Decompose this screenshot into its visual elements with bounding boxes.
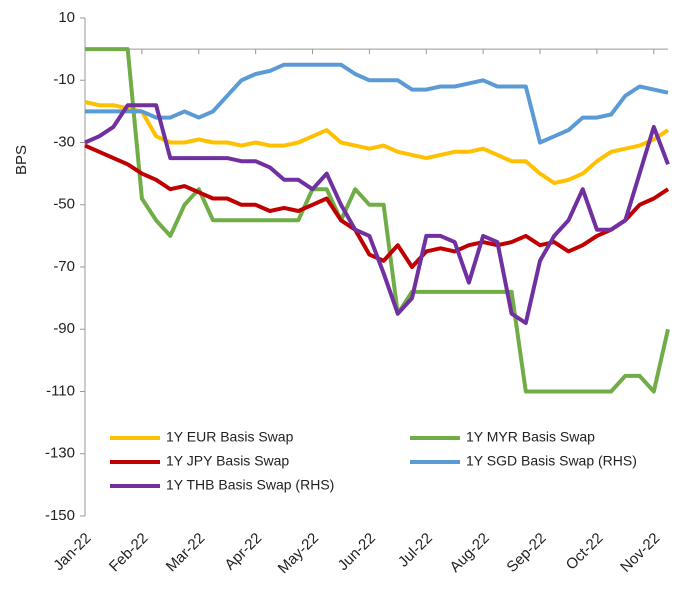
legend-label: 1Y MYR Basis Swap	[466, 429, 595, 445]
legend-label: 1Y SGD Basis Swap (RHS)	[466, 453, 637, 469]
y-tick-label: -110	[46, 382, 75, 399]
x-tick-label: Jan-22	[50, 530, 94, 574]
x-tick-label: Sep-22	[503, 530, 549, 576]
x-tick-label: Oct-22	[563, 530, 607, 574]
legend-label: 1Y JPY Basis Swap	[166, 453, 289, 469]
x-tick-label: May-22	[275, 530, 322, 577]
series-line	[85, 47, 670, 394]
x-tick-label: Jun-22	[335, 530, 379, 574]
x-tick-label: Mar-22	[163, 530, 209, 576]
x-tick-label: Jul-22	[395, 530, 436, 571]
y-tick-label: -10	[53, 71, 75, 88]
y-tick-label: -150	[45, 507, 75, 524]
legend-label: 1Y EUR Basis Swap	[166, 429, 294, 445]
x-tick-label: Apr-22	[221, 530, 265, 574]
y-tick-label: -130	[45, 445, 75, 462]
x-tick-label: Nov-22	[617, 530, 663, 576]
series-line	[84, 103, 670, 325]
y-tick-label: -50	[53, 196, 75, 213]
y-tick-label: -70	[53, 258, 75, 275]
y-tick-label: 10	[58, 9, 75, 26]
y-axis-label: BPS	[13, 145, 30, 175]
series-line	[84, 100, 670, 185]
y-tick-label: -30	[53, 133, 75, 150]
x-tick-label: Feb-22	[106, 530, 152, 576]
legend-label: 1Y THB Basis Swap (RHS)	[166, 477, 334, 493]
x-tick-label: Aug-22	[447, 530, 493, 576]
y-tick-label: -90	[53, 320, 75, 337]
series-line	[85, 62, 669, 145]
